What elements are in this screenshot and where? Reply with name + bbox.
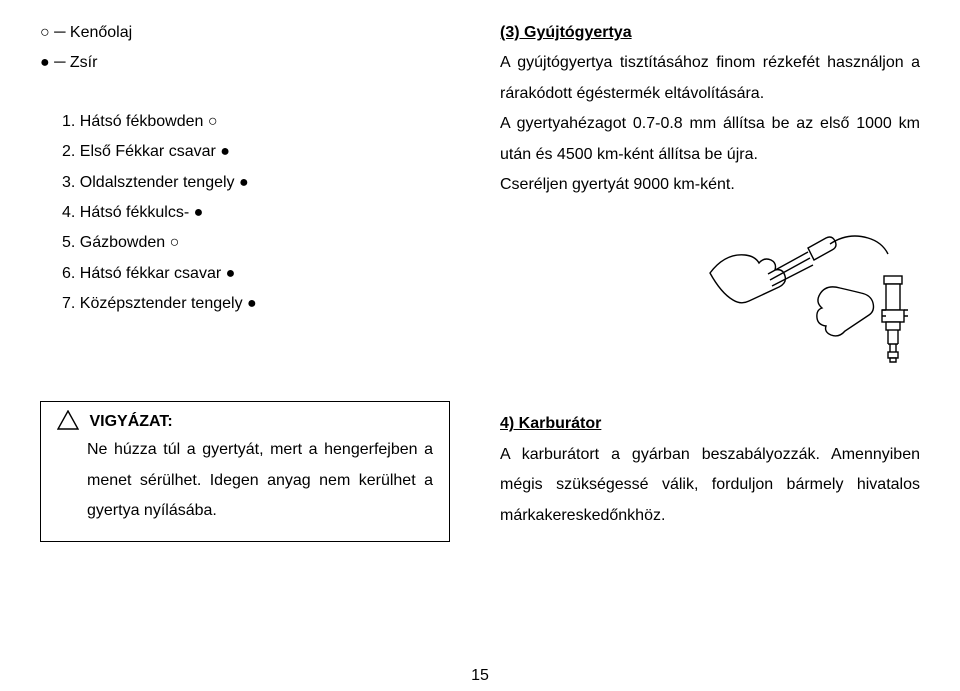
list-item: 2. Első Fékkar csavar ●	[40, 137, 460, 167]
section-heading-carburetor: 4) Karburátor	[500, 409, 920, 439]
sparkplug-svg	[690, 218, 920, 368]
lower-right: 4) Karburátor A karburátort a gyárban be…	[500, 373, 920, 541]
paragraph: A gyújtógyertya tisztításához finom rézk…	[500, 48, 920, 109]
lower-row: VIGYÁZAT: Ne húzza túl a gyertyát, mert …	[40, 373, 920, 541]
sparkplug-illustration	[500, 218, 920, 373]
caution-box: VIGYÁZAT: Ne húzza túl a gyertyát, mert …	[40, 401, 450, 541]
lower-left: VIGYÁZAT: Ne húzza túl a gyertyát, mert …	[40, 373, 460, 541]
list-item: 5. Gázbowden ○	[40, 228, 460, 258]
list-item: 3. Oldalsztender tengely ●	[40, 168, 460, 198]
caution-title: VIGYÁZAT:	[89, 410, 172, 434]
warning-icon	[57, 410, 79, 435]
list-item: 6. Hátsó fékkar csavar ●	[40, 259, 460, 289]
list-item: 4. Hátsó fékkulcs- ●	[40, 198, 460, 228]
paragraph: A gyertyahézagot 0.7-0.8 mm állítsa be a…	[500, 109, 920, 170]
right-column: (3) Gyújtógyertya A gyújtógyertya tisztí…	[500, 18, 920, 373]
page: ○ ─ Kenőolaj ● ─ Zsír 1. Hátsó fékbowden…	[0, 0, 960, 691]
caution-body: Ne húzza túl a gyertyát, mert a hengerfe…	[87, 435, 433, 526]
spacer	[40, 79, 460, 107]
list-item: 1. Hátsó fékbowden ○	[40, 107, 460, 137]
list-item: 7. Középsztender tengely ●	[40, 289, 460, 319]
lube-legend-oil: ○ ─ Kenőolaj	[40, 18, 460, 48]
paragraph: A karburátort a gyárban beszabályozzák. …	[500, 440, 920, 531]
two-columns: ○ ─ Kenőolaj ● ─ Zsír 1. Hátsó fékbowden…	[40, 18, 920, 373]
section-heading-sparkplug: (3) Gyújtógyertya	[500, 18, 920, 48]
left-column: ○ ─ Kenőolaj ● ─ Zsír 1. Hátsó fékbowden…	[40, 18, 460, 373]
spacer	[500, 373, 920, 409]
paragraph: Cseréljen gyertyát 9000 km-ként.	[500, 170, 920, 200]
page-number: 15	[0, 667, 960, 685]
lube-legend-grease: ● ─ Zsír	[40, 48, 460, 78]
